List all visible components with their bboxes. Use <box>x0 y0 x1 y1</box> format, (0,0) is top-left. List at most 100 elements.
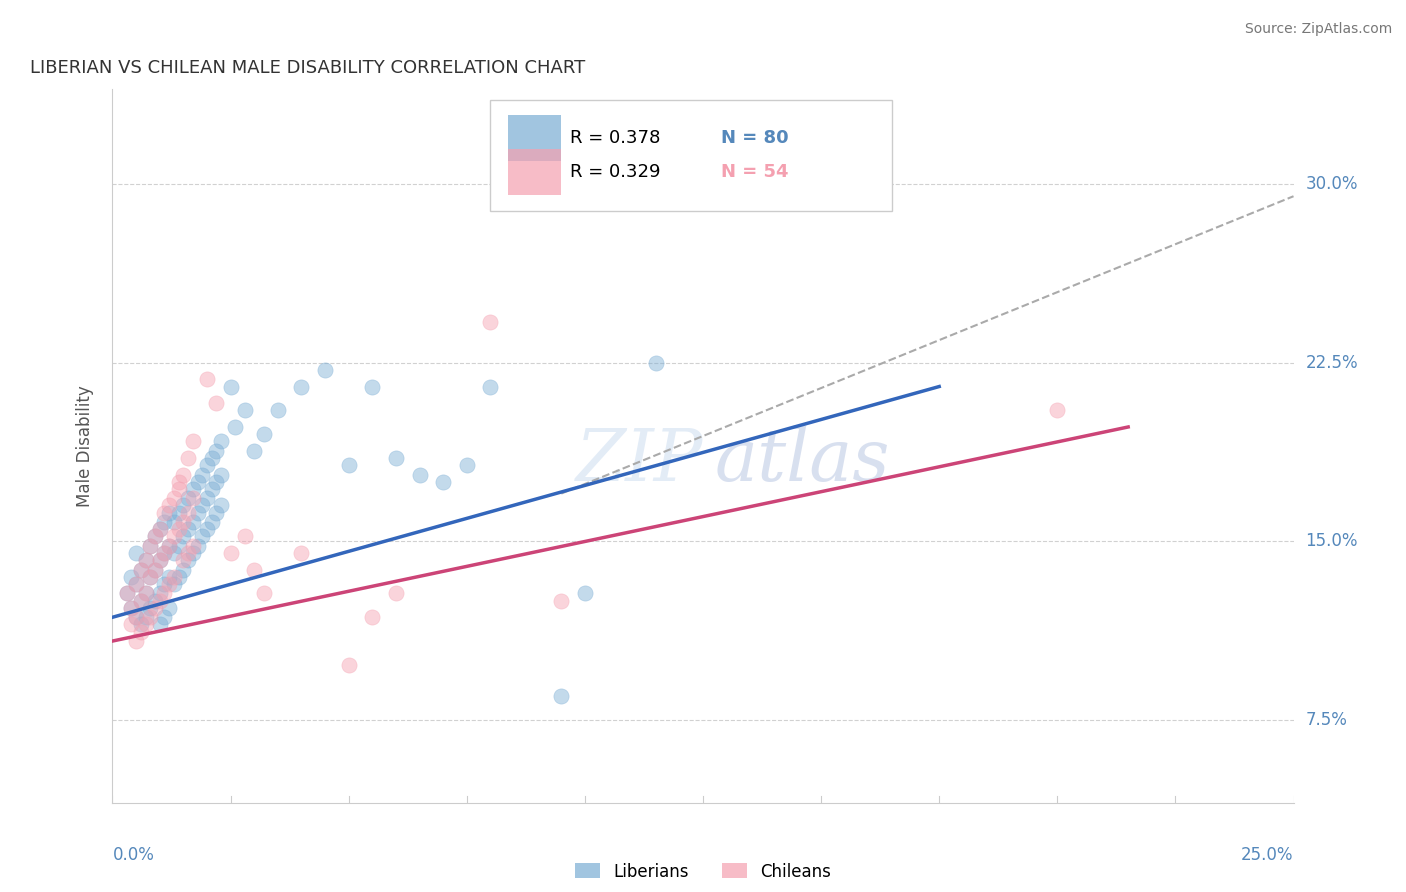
Y-axis label: Male Disability: Male Disability <box>76 385 94 507</box>
Point <box>337 458 360 472</box>
Point <box>120 570 142 584</box>
Point <box>337 657 360 672</box>
Point <box>163 491 186 506</box>
Point <box>290 546 312 560</box>
Text: N = 54: N = 54 <box>721 163 789 181</box>
Point <box>153 586 176 600</box>
Legend: Liberians, Chileans: Liberians, Chileans <box>568 856 838 888</box>
Point <box>177 450 200 465</box>
Point <box>195 522 218 536</box>
Point <box>157 570 180 584</box>
Text: 0.0%: 0.0% <box>112 846 155 863</box>
Point <box>456 458 478 472</box>
Point <box>205 475 228 489</box>
Point <box>143 600 166 615</box>
Point <box>243 563 266 577</box>
Point <box>177 553 200 567</box>
Point <box>139 600 162 615</box>
Point <box>120 617 142 632</box>
Text: 22.5%: 22.5% <box>1305 354 1358 372</box>
Point <box>209 467 232 482</box>
Point <box>181 482 204 496</box>
Point <box>149 586 172 600</box>
Point <box>139 539 162 553</box>
Point <box>143 563 166 577</box>
Point <box>125 634 148 648</box>
Point <box>172 515 194 529</box>
Point <box>181 539 204 553</box>
Point <box>143 529 166 543</box>
Point <box>191 499 214 513</box>
Point <box>167 570 190 584</box>
Point <box>479 379 502 393</box>
Point <box>163 546 186 560</box>
Point <box>177 522 200 536</box>
Text: R = 0.329: R = 0.329 <box>569 163 659 181</box>
Point <box>290 379 312 393</box>
Point <box>172 563 194 577</box>
FancyBboxPatch shape <box>508 115 561 161</box>
Point <box>129 593 152 607</box>
Point <box>205 506 228 520</box>
Point <box>149 593 172 607</box>
Text: N = 80: N = 80 <box>721 129 789 147</box>
Point <box>233 529 256 543</box>
Point <box>139 610 162 624</box>
Point <box>135 586 157 600</box>
Point <box>195 458 218 472</box>
Point <box>479 315 502 329</box>
Point <box>644 356 666 370</box>
Point <box>153 577 176 591</box>
Point <box>120 600 142 615</box>
Point <box>209 434 232 449</box>
Point <box>149 553 172 567</box>
Text: 25.0%: 25.0% <box>1241 846 1294 863</box>
Point <box>135 553 157 567</box>
Point <box>361 610 384 624</box>
Point <box>149 522 172 536</box>
Point <box>153 515 176 529</box>
Point <box>177 546 200 560</box>
Point <box>149 553 172 567</box>
Point <box>1046 403 1069 417</box>
Point <box>186 475 208 489</box>
FancyBboxPatch shape <box>491 100 891 211</box>
Point <box>153 546 176 560</box>
Point <box>209 499 232 513</box>
Point <box>157 499 180 513</box>
Point <box>550 593 572 607</box>
Point <box>253 586 276 600</box>
Text: 30.0%: 30.0% <box>1305 176 1358 194</box>
Point <box>143 563 166 577</box>
Point <box>195 491 218 506</box>
Text: R = 0.378: R = 0.378 <box>569 129 659 147</box>
Point <box>181 434 204 449</box>
Point <box>191 467 214 482</box>
Point <box>153 546 176 560</box>
Point <box>181 491 204 506</box>
Text: Source: ZipAtlas.com: Source: ZipAtlas.com <box>1244 22 1392 37</box>
Point <box>172 499 194 513</box>
Point <box>224 420 246 434</box>
Point <box>385 586 408 600</box>
Point <box>143 593 166 607</box>
Point <box>139 570 162 584</box>
Point <box>177 506 200 520</box>
Point <box>163 570 186 584</box>
Point <box>385 450 408 465</box>
Point <box>129 593 152 607</box>
Point <box>219 379 242 393</box>
Point <box>125 610 148 624</box>
Point <box>191 529 214 543</box>
Point <box>129 563 152 577</box>
Point <box>135 610 157 624</box>
Point <box>243 443 266 458</box>
Point <box>167 539 190 553</box>
Point <box>135 617 157 632</box>
Point <box>125 577 148 591</box>
Point <box>550 689 572 703</box>
Point <box>139 539 162 553</box>
Point <box>129 617 152 632</box>
Point <box>167 482 190 496</box>
Text: 15.0%: 15.0% <box>1305 533 1358 550</box>
